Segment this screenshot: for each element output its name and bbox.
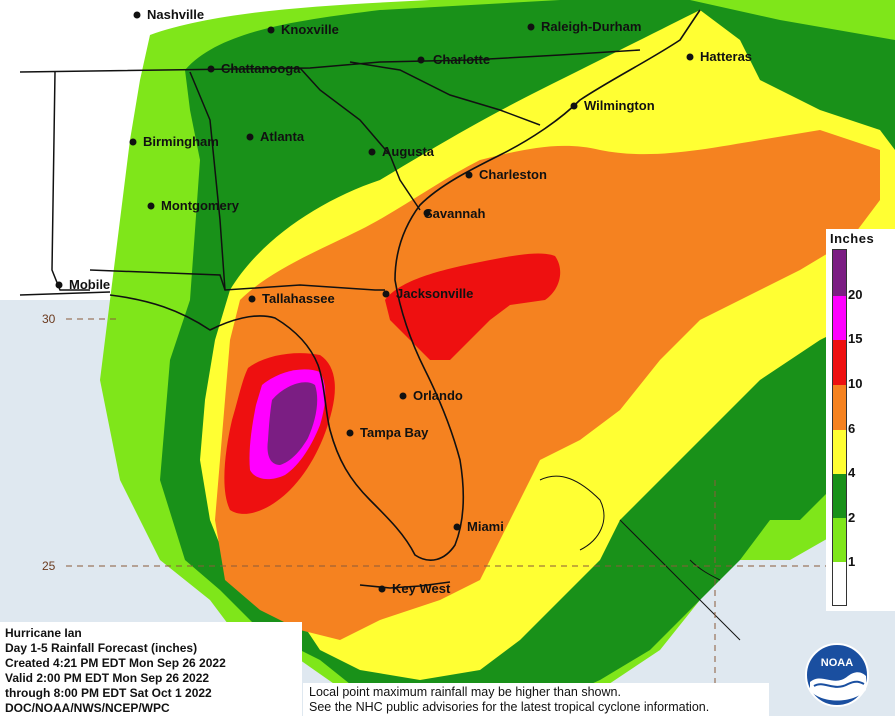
legend-tick-2: 2	[848, 510, 856, 525]
legend-swatch-20plus	[833, 250, 846, 296]
city-birmingham: Birmingham	[143, 134, 219, 149]
latitude-label-25: 25	[42, 559, 56, 573]
island-outlines	[539, 475, 741, 641]
city-atlanta: Atlanta	[260, 129, 305, 144]
legend-tick-20: 20	[848, 287, 863, 302]
disclaimer-line-2: See the NHC public advisories for the la…	[309, 700, 710, 714]
city-markers	[55, 11, 694, 593]
legend-swatch-6	[833, 385, 846, 430]
legend-swatch-1	[833, 518, 846, 562]
info-source: DOC/NOAA/NWS/NCEP/WPC	[5, 701, 170, 715]
city-tallahassee: Tallahassee	[262, 291, 335, 306]
legend-tick-10: 10	[848, 376, 863, 391]
rain-band-20in	[267, 382, 318, 465]
city-orlando: Orlando	[413, 388, 463, 403]
city-wilmington: Wilmington	[584, 98, 655, 113]
city-raleigh-durham: Raleigh-Durham	[541, 19, 641, 34]
info-storm-name: Hurricane Ian	[5, 626, 82, 640]
legend-swatch-10	[833, 340, 846, 385]
state-boundaries	[19, 49, 641, 296]
info-forecast-title: Day 1-5 Rainfall Forecast (inches)	[5, 641, 198, 655]
disclaimer-box: Local point maximum rainfall may be high…	[303, 683, 769, 716]
city-augusta: Augusta	[382, 144, 435, 159]
city-mobile: Mobile	[69, 277, 110, 292]
city-charleston: Charleston	[479, 167, 547, 182]
rain-band-10in	[385, 253, 561, 360]
city-charlotte: Charlotte	[433, 52, 490, 67]
city-montgomery: Montgomery	[161, 198, 240, 213]
city-savannah: Savannah	[424, 206, 485, 221]
info-created: Created 4:21 PM EDT Mon Sep 26 2022	[5, 656, 226, 670]
legend-tick-15: 15	[848, 331, 863, 346]
legend-tick-6: 6	[848, 421, 856, 436]
legend-title: Inches	[830, 231, 875, 246]
disclaimer-line-1: Local point maximum rainfall may be high…	[309, 685, 621, 699]
city-miami: Miami	[467, 519, 504, 534]
legend-swatch-15	[833, 296, 846, 340]
city-chattanooga: Chattanooga	[221, 61, 301, 76]
city-nashville: Nashville	[147, 7, 204, 22]
latitude-lines	[66, 318, 895, 716]
noaa-logo: NOAA	[805, 643, 869, 707]
legend-swatch-0	[833, 562, 846, 605]
legend-tick-4: 4	[848, 465, 856, 480]
legend-swatch-4	[833, 430, 846, 474]
legend-color-scale	[832, 249, 847, 606]
legend: Inches 20 15 10 6 4 2 1	[826, 229, 895, 611]
city-hatteras: Hatteras	[700, 49, 752, 64]
city-jacksonville: Jacksonville	[396, 286, 473, 301]
coastline	[109, 9, 701, 589]
info-valid-from: Valid 2:00 PM EDT Mon Sep 26 2022	[5, 671, 210, 685]
city-knoxville: Knoxville	[281, 22, 339, 37]
info-valid-through: through 8:00 PM EDT Sat Oct 1 2022	[5, 686, 212, 700]
latitude-label-30: 30	[42, 312, 56, 326]
legend-swatch-2	[833, 474, 846, 518]
city-tampa-bay: Tampa Bay	[360, 425, 429, 440]
noaa-logo-text: NOAA	[821, 657, 853, 669]
legend-tick-1: 1	[848, 554, 856, 569]
city-key-west: Key West	[392, 581, 451, 596]
forecast-info-box: Hurricane Ian Day 1-5 Rainfall Forecast …	[0, 622, 302, 716]
